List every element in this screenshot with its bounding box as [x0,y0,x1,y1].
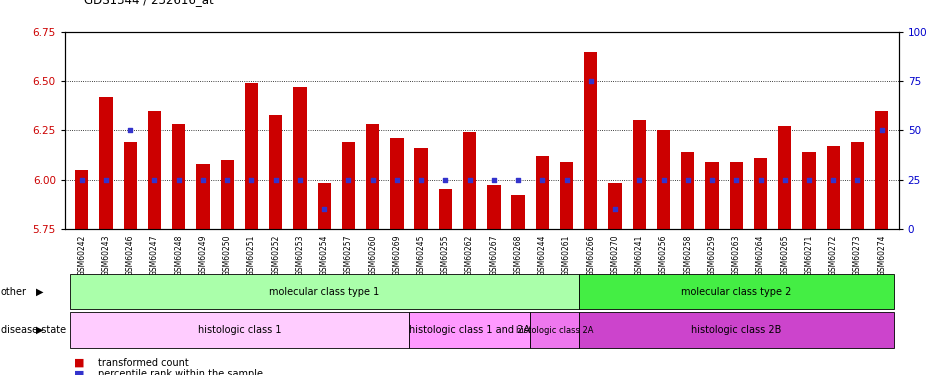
Text: GDS1344 / 232616_at: GDS1344 / 232616_at [84,0,213,6]
Point [559,177,574,183]
Bar [535,156,548,229]
Bar [389,138,403,229]
Point [510,177,526,183]
Point [316,206,331,212]
Bar [148,111,161,229]
Point [268,177,283,183]
Point [292,177,307,183]
Bar [529,312,578,348]
Bar [850,142,863,229]
Point [704,177,719,183]
Point [341,177,356,183]
Point [437,177,452,183]
Point [171,177,187,183]
Point [219,177,234,183]
Point [873,128,888,134]
Bar [777,126,790,229]
Text: other: other [1,286,27,297]
Bar [486,186,500,229]
Text: ▶: ▶ [36,286,44,297]
Text: histologic class 2B: histologic class 2B [690,325,781,335]
Bar [729,162,743,229]
Bar [656,130,669,229]
Bar [753,158,766,229]
Bar [825,146,839,229]
Bar [511,195,525,229]
Bar [578,312,893,348]
Point [680,177,695,183]
Point [534,177,549,183]
Text: molecular class type 1: molecular class type 1 [268,286,379,297]
Point [776,177,791,183]
Text: histologic class 1 and 2A: histologic class 1 and 2A [408,325,529,335]
Point [388,177,404,183]
Bar [578,274,893,309]
Text: ▶: ▶ [36,325,44,335]
Point [195,177,210,183]
Bar [681,152,694,229]
Point [123,128,138,134]
Text: histologic class 1: histologic class 1 [197,325,281,335]
Bar [124,142,137,229]
Point [583,78,598,84]
Bar [463,132,476,229]
Bar [704,162,718,229]
Text: ■: ■ [74,358,85,368]
Text: ■: ■ [74,369,85,375]
Bar [632,120,645,229]
Text: histologic class 2A: histologic class 2A [515,326,592,334]
Bar [317,183,330,229]
Point [655,177,670,183]
Text: percentile rank within the sample: percentile rank within the sample [98,369,263,375]
Bar [607,183,621,229]
Point [728,177,744,183]
Text: disease state: disease state [1,325,66,335]
Text: transformed count: transformed count [98,358,188,368]
Point [849,177,864,183]
Bar [245,83,258,229]
Bar [220,160,233,229]
Bar [560,162,573,229]
Point [365,177,380,183]
Bar [584,51,597,229]
Point [606,206,622,212]
Bar [438,189,451,229]
Bar [408,312,529,348]
Bar [196,164,209,229]
Bar [293,87,307,229]
Point [413,177,428,183]
Bar [69,312,408,348]
Point [74,177,89,183]
Bar [342,142,355,229]
Point [486,177,501,183]
Bar [172,124,186,229]
Point [752,177,767,183]
Point [98,177,113,183]
Point [631,177,646,183]
Text: molecular class type 2: molecular class type 2 [681,286,790,297]
Bar [414,148,427,229]
Bar [366,124,379,229]
Bar [874,111,887,229]
Point [147,177,162,183]
Bar [75,170,89,229]
Bar [802,152,815,229]
Point [462,177,477,183]
Point [801,177,816,183]
Point [244,177,259,183]
Bar [69,274,578,309]
Bar [99,97,112,229]
Bar [268,115,282,229]
Point [824,177,840,183]
